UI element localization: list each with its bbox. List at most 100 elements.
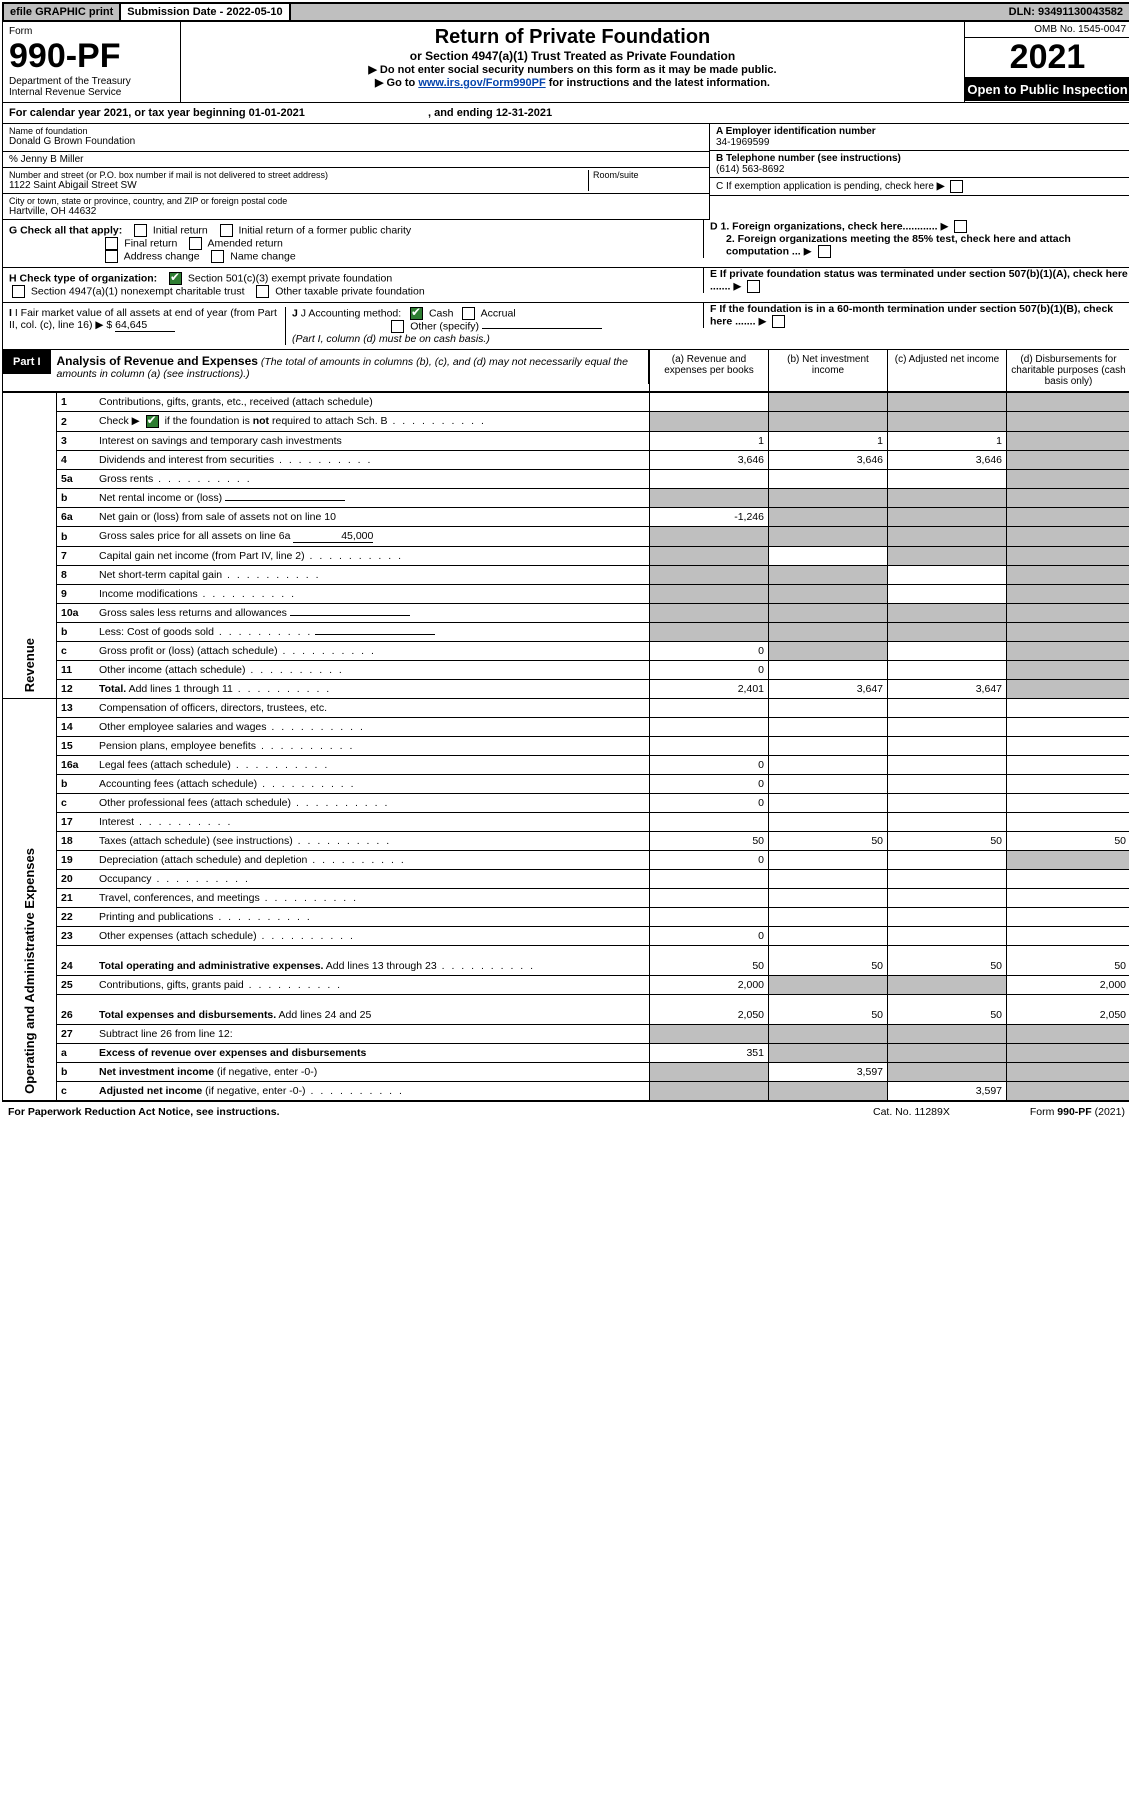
table-row: 26Total expenses and disbursements. Add … xyxy=(3,995,1129,1025)
line-desc: Check ▶ if the foundation is not require… xyxy=(95,412,650,432)
g-amended-return[interactable] xyxy=(189,237,202,250)
line-number: 27 xyxy=(57,1025,96,1044)
instr-2: ▶ Go to www.irs.gov/Form990PF for instru… xyxy=(187,76,958,89)
table-row: 21Travel, conferences, and meetings xyxy=(3,889,1129,908)
line-number: 14 xyxy=(57,718,96,737)
amount-cell: 1 xyxy=(888,432,1007,451)
col-a-header: (a) Revenue and expenses per books xyxy=(649,350,768,391)
amount-cell xyxy=(650,393,769,412)
line-desc: Other income (attach schedule) xyxy=(95,661,650,680)
line-number: 7 xyxy=(57,547,96,566)
form-header: Form 990-PF Department of the Treasury I… xyxy=(2,22,1129,103)
j-accrual[interactable] xyxy=(462,307,475,320)
table-row: bLess: Cost of goods sold xyxy=(3,623,1129,642)
amount-cell: 3,597 xyxy=(769,1063,888,1082)
table-row: 25Contributions, gifts, grants paid2,000… xyxy=(3,976,1129,995)
part-1-table: Revenue1Contributions, gifts, grants, et… xyxy=(2,392,1129,1101)
h-other-taxable[interactable] xyxy=(256,285,269,298)
table-row: 14Other employee salaries and wages xyxy=(3,718,1129,737)
line-desc: Total. Add lines 1 through 11 xyxy=(95,680,650,699)
table-row: cGross profit or (loss) (attach schedule… xyxy=(3,642,1129,661)
g-address-change[interactable] xyxy=(105,250,118,263)
amount-cell xyxy=(1007,908,1129,927)
line-desc: Total operating and administrative expen… xyxy=(95,946,650,976)
line-desc: Pension plans, employee benefits xyxy=(95,737,650,756)
line-number: 10a xyxy=(57,604,96,623)
address-row: Number and street (or P.O. box number if… xyxy=(3,168,709,194)
g-final-return[interactable] xyxy=(105,237,118,250)
amount-cell xyxy=(888,470,1007,489)
g-name-change[interactable] xyxy=(211,250,224,263)
table-row: 20Occupancy xyxy=(3,870,1129,889)
cat-no: Cat. No. 11289X xyxy=(873,1106,1030,1118)
amount-cell xyxy=(769,813,888,832)
table-row: 12Total. Add lines 1 through 112,4013,64… xyxy=(3,680,1129,699)
table-row: bAccounting fees (attach schedule)0 xyxy=(3,775,1129,794)
amount-cell xyxy=(1007,737,1129,756)
e-checkbox[interactable] xyxy=(747,280,760,293)
amount-cell xyxy=(650,737,769,756)
table-row: 19Depreciation (attach schedule) and dep… xyxy=(3,851,1129,870)
line-number: 26 xyxy=(57,995,96,1025)
amount-cell: 50 xyxy=(888,995,1007,1025)
table-row: bNet rental income or (loss) xyxy=(3,489,1129,508)
line-desc: Total expenses and disbursements. Add li… xyxy=(95,995,650,1025)
amount-cell: 0 xyxy=(650,642,769,661)
amount-cell xyxy=(888,927,1007,946)
amount-cell: 2,050 xyxy=(650,995,769,1025)
table-row: aExcess of revenue over expenses and dis… xyxy=(3,1044,1129,1063)
header-left: Form 990-PF Department of the Treasury I… xyxy=(3,22,181,102)
form-ref: Form 990-PF (2021) xyxy=(1030,1106,1125,1118)
g-initial-former[interactable] xyxy=(220,224,233,237)
d1-checkbox[interactable] xyxy=(954,220,967,233)
top-bar: efile GRAPHIC print Submission Date - 20… xyxy=(2,2,1129,22)
amount-cell: 0 xyxy=(650,775,769,794)
amount-cell: 50 xyxy=(888,946,1007,976)
amount-cell xyxy=(888,699,1007,718)
d-block: D 1. Foreign organizations, check here..… xyxy=(703,220,1129,258)
side-label: Revenue xyxy=(3,393,57,699)
line-number: 13 xyxy=(57,699,96,718)
table-row: cOther professional fees (attach schedul… xyxy=(3,794,1129,813)
f-checkbox[interactable] xyxy=(772,315,785,328)
instr-1: ▶ Do not enter social security numbers o… xyxy=(187,63,958,76)
line-number: 3 xyxy=(57,432,96,451)
line-number: 1 xyxy=(57,393,96,412)
table-row: 18Taxes (attach schedule) (see instructi… xyxy=(3,832,1129,851)
amount-cell xyxy=(888,775,1007,794)
line-desc: Depreciation (attach schedule) and deple… xyxy=(95,851,650,870)
c-checkbox[interactable] xyxy=(950,180,963,193)
h-501c3[interactable] xyxy=(169,272,182,285)
j-other[interactable] xyxy=(391,320,404,333)
table-row: 23Other expenses (attach schedule)0 xyxy=(3,927,1129,946)
table-row: 5aGross rents xyxy=(3,470,1129,489)
table-row: bGross sales price for all assets on lin… xyxy=(3,527,1129,547)
j-cash[interactable] xyxy=(410,307,423,320)
line-number: 18 xyxy=(57,832,96,851)
amount-cell xyxy=(1007,794,1129,813)
line-number: 19 xyxy=(57,851,96,870)
amount-cell xyxy=(769,794,888,813)
line-number: c xyxy=(57,642,96,661)
amount-cell xyxy=(1007,756,1129,775)
amount-cell xyxy=(888,908,1007,927)
table-row: 15Pension plans, employee benefits xyxy=(3,737,1129,756)
d2-checkbox[interactable] xyxy=(818,245,831,258)
line-number: a xyxy=(57,1044,96,1063)
amount-cell xyxy=(1007,775,1129,794)
table-row: 4Dividends and interest from securities3… xyxy=(3,451,1129,470)
table-row: 16aLegal fees (attach schedule)0 xyxy=(3,756,1129,775)
instructions-link[interactable]: www.irs.gov/Form990PF xyxy=(418,77,545,89)
h-4947a1[interactable] xyxy=(12,285,25,298)
amount-cell xyxy=(888,718,1007,737)
line-number: 20 xyxy=(57,870,96,889)
amount-cell xyxy=(769,775,888,794)
amount-cell: 50 xyxy=(769,995,888,1025)
line-desc: Printing and publications xyxy=(95,908,650,927)
table-row: 17Interest xyxy=(3,813,1129,832)
line-desc: Gross sales less returns and allowances xyxy=(95,604,650,623)
amount-cell: 50 xyxy=(1007,946,1129,976)
g-initial-return[interactable] xyxy=(134,224,147,237)
amount-cell: 3,646 xyxy=(650,451,769,470)
line-desc: Other professional fees (attach schedule… xyxy=(95,794,650,813)
